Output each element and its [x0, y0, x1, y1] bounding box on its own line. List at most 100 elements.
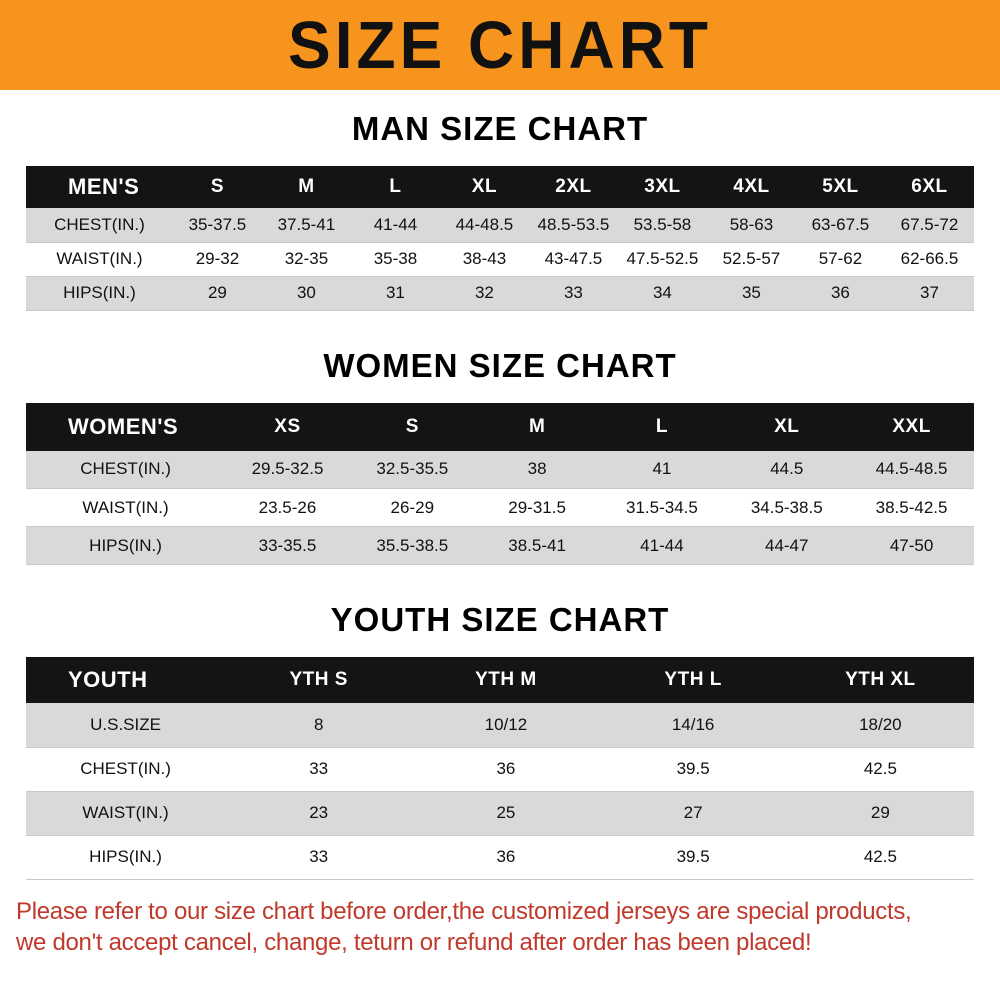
size-value-cell: 34.5-38.5 — [724, 488, 850, 527]
row-label-cell: HIPS(IN.) — [26, 835, 226, 880]
size-column-header: S — [349, 402, 475, 451]
section-heading: MAN SIZE CHART — [351, 110, 649, 147]
size-value-cell: 32-35 — [261, 242, 351, 277]
size-column-header: 5XL — [795, 166, 885, 208]
size-column-header: YTH S — [225, 657, 413, 703]
size-value-cell: 25 — [412, 791, 600, 836]
size-value-cell: 52.5-57 — [706, 242, 796, 277]
row-label-cell: WAIST(IN.) — [26, 488, 226, 527]
row-label-cell: WAIST(IN.) — [26, 242, 173, 277]
size-value-cell: 62-66.5 — [884, 242, 974, 277]
row-label-cell: CHEST(IN.) — [26, 208, 173, 243]
size-table: YOUTH YTH S YTH M YTH L YTH XL U.S.SIZE 8 10/12… — [26, 657, 974, 880]
size-column-header: S — [172, 166, 262, 208]
size-value-cell: 10/12 — [412, 703, 600, 748]
size-value-cell: 41-44 — [599, 526, 725, 565]
size-value-cell: 32 — [439, 276, 529, 311]
size-value-cell: 39.5 — [599, 747, 787, 792]
size-value-cell: 35-37.5 — [172, 208, 262, 243]
size-value-cell: 33-35.5 — [225, 526, 350, 565]
row-label-cell: CHEST(IN.) — [26, 747, 226, 792]
size-value-cell: 35.5-38.5 — [349, 526, 475, 565]
size-value-cell: 43-47.5 — [528, 242, 618, 277]
row-label-cell: CHEST(IN.) — [26, 450, 226, 489]
size-value-cell: 38-43 — [439, 242, 529, 277]
size-column-header: L — [350, 166, 440, 208]
size-column-header: M — [474, 402, 600, 451]
table-header-row: YOUTH YTH S YTH M YTH L YTH XL — [26, 657, 974, 703]
table-row: U.S.SIZE 8 10/12 14/16 18/20 — [26, 703, 974, 748]
size-value-cell: 26-29 — [349, 488, 475, 527]
size-column-header: YTH M — [412, 657, 600, 703]
size-value-cell: 29-31.5 — [474, 488, 600, 527]
size-value-cell: 8 — [225, 703, 413, 748]
table-row: CHEST(IN.) 33 36 39.5 42.5 — [26, 747, 974, 792]
banner: SIZE CHART — [0, 0, 1000, 90]
size-value-cell: 14/16 — [599, 703, 787, 748]
size-value-cell: 30 — [261, 276, 351, 311]
size-value-cell: 39.5 — [599, 835, 787, 880]
sections-container: MAN SIZE CHART MEN'S S M L XL 2XL 3XL 4XL 5XL 6XL C… — [0, 110, 1000, 880]
row-label-cell: HIPS(IN.) — [26, 526, 226, 565]
size-value-cell: 35 — [706, 276, 796, 311]
size-column-header: 2XL — [528, 166, 618, 208]
size-value-cell: 35-38 — [350, 242, 440, 277]
footer-note: Please refer to our size chart before or… — [0, 896, 1000, 958]
size-value-cell: 44-47 — [724, 526, 850, 565]
size-value-cell: 38.5-42.5 — [849, 488, 974, 527]
size-value-cell: 44.5-48.5 — [849, 450, 974, 489]
row-label-cell: HIPS(IN.) — [26, 276, 173, 311]
size-value-cell: 33 — [528, 276, 618, 311]
size-table: MEN'S S M L XL 2XL 3XL 4XL 5XL 6XL CHEST(IN.) 35-37… — [26, 166, 974, 311]
size-value-cell: 42.5 — [786, 747, 974, 792]
footer-line1: Please refer to our size chart before or… — [16, 897, 912, 925]
size-value-cell: 23.5-26 — [225, 488, 350, 527]
page-title: SIZE CHART — [288, 7, 712, 83]
row-label-cell: U.S.SIZE — [26, 703, 226, 748]
section-heading: YOUTH SIZE CHART — [330, 601, 670, 638]
size-value-cell: 67.5-72 — [884, 208, 974, 243]
row-label-cell: WAIST(IN.) — [26, 791, 226, 836]
size-value-cell: 38.5-41 — [474, 526, 600, 565]
table-row: WAIST(IN.) 23.5-26 26-29 29-31.5 31.5-34.5 34… — [26, 488, 974, 527]
table-row: HIPS(IN.) 29 30 31 32 33 34 35 36 37 — [26, 276, 974, 311]
size-value-cell: 48.5-53.5 — [528, 208, 618, 243]
size-value-cell: 29.5-32.5 — [225, 450, 350, 489]
size-value-cell: 31 — [350, 276, 440, 311]
table-row: CHEST(IN.) 29.5-32.5 32.5-35.5 38 41 44.5 44.5… — [26, 450, 974, 489]
size-value-cell: 63-67.5 — [795, 208, 885, 243]
size-value-cell: 29 — [786, 791, 974, 836]
table-row: HIPS(IN.) 33-35.5 35.5-38.5 38.5-41 41-44 44-… — [26, 526, 974, 565]
size-value-cell: 31.5-34.5 — [599, 488, 725, 527]
size-value-cell: 47-50 — [849, 526, 974, 565]
size-value-cell: 29 — [172, 276, 262, 311]
table-title-cell: MEN'S — [26, 166, 173, 208]
size-column-header: XL — [439, 166, 529, 208]
size-value-cell: 42.5 — [786, 835, 974, 880]
size-value-cell: 44-48.5 — [439, 208, 529, 243]
size-value-cell: 41-44 — [350, 208, 440, 243]
size-column-header: XL — [724, 402, 850, 451]
size-column-header: YTH XL — [786, 657, 974, 703]
table-header-row: WOMEN'S XS S M L XL XXL — [26, 402, 974, 451]
table-title-cell: YOUTH — [26, 657, 226, 703]
size-value-cell: 53.5-58 — [617, 208, 707, 243]
size-value-cell: 36 — [412, 835, 600, 880]
size-value-cell: 34 — [617, 276, 707, 311]
table-row: WAIST(IN.) 29-32 32-35 35-38 38-43 43-47.5 47.… — [26, 242, 974, 277]
size-value-cell: 32.5-35.5 — [349, 450, 475, 489]
table-title-cell: WOMEN'S — [26, 402, 226, 451]
table-row: CHEST(IN.) 35-37.5 37.5-41 41-44 44-48.5 48.5… — [26, 208, 974, 243]
size-table: WOMEN'S XS S M L XL XXL CHEST(IN.) 29.5-32.5 32.5… — [26, 402, 974, 565]
size-value-cell: 38 — [474, 450, 600, 489]
size-value-cell: 36 — [412, 747, 600, 792]
size-column-header: YTH L — [599, 657, 787, 703]
section-heading: WOMEN SIZE CHART — [323, 346, 677, 384]
footer-line2: we don't accept cancel, change, teturn o… — [16, 928, 812, 956]
size-column-header: XS — [225, 402, 350, 451]
table-header-row: MEN'S S M L XL 2XL 3XL 4XL 5XL 6XL — [26, 166, 974, 208]
size-column-header: L — [599, 402, 725, 451]
size-value-cell: 18/20 — [786, 703, 974, 748]
size-value-cell: 33 — [225, 835, 413, 880]
